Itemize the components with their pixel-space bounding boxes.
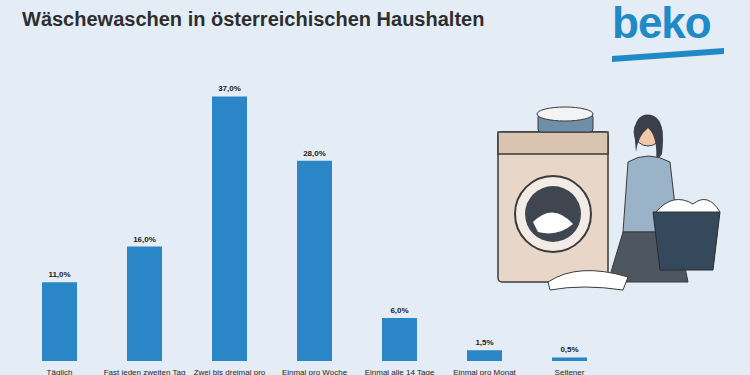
- svg-text:28,0%: 28,0%: [303, 149, 326, 158]
- svg-text:Einmal pro Woche: Einmal pro Woche: [282, 368, 348, 375]
- svg-text:16,0%: 16,0%: [133, 235, 156, 244]
- svg-text:Zwei bis dreimal pro: Zwei bis dreimal pro: [194, 368, 266, 375]
- svg-text:Täglich: Täglich: [47, 368, 73, 375]
- svg-text:Einmal pro Monat: Einmal pro Monat: [453, 368, 516, 375]
- svg-text:37,0%: 37,0%: [218, 84, 241, 93]
- svg-text:6,0%: 6,0%: [390, 306, 408, 315]
- html-text:Wäschewaschen in österreichisc: Wäschewaschen in österreichischen Hausha…: [22, 8, 485, 30]
- svg-text:1,5%: 1,5%: [475, 338, 493, 347]
- svg-text:Einmal alle 14 Tage: Einmal alle 14 Tage: [365, 368, 435, 375]
- svg-text:Fast jeden zweiten Tag: Fast jeden zweiten Tag: [104, 368, 186, 375]
- svg-text:Seltener: Seltener: [555, 368, 585, 375]
- svg-text:11,0%: 11,0%: [48, 270, 70, 279]
- svg-text:0,5%: 0,5%: [560, 345, 578, 354]
